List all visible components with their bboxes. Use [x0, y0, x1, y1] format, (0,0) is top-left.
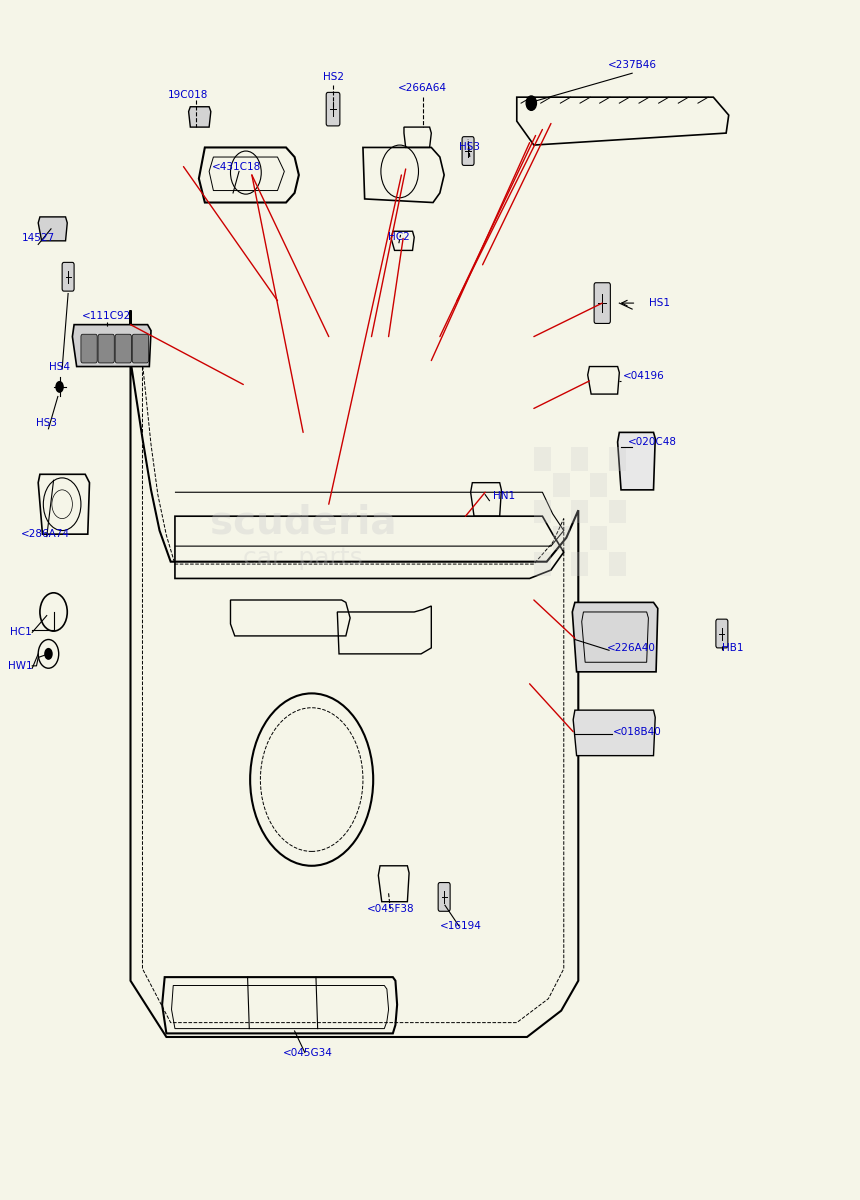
Text: 14527: 14527 [22, 234, 55, 244]
Polygon shape [72, 325, 151, 366]
FancyBboxPatch shape [716, 619, 728, 648]
Polygon shape [38, 217, 67, 241]
Text: HS3: HS3 [36, 418, 58, 428]
Bar [609, 446, 626, 470]
FancyBboxPatch shape [438, 882, 450, 911]
Text: HS3: HS3 [459, 143, 480, 152]
Bar [534, 499, 550, 523]
Circle shape [44, 648, 52, 660]
Bar [571, 552, 588, 576]
Text: <111C92: <111C92 [82, 311, 132, 322]
Bar [609, 552, 626, 576]
Bar [590, 526, 607, 550]
Text: <045F38: <045F38 [366, 904, 415, 914]
Polygon shape [188, 107, 211, 127]
Text: <237B46: <237B46 [608, 60, 657, 70]
Bar [553, 473, 569, 497]
Bar [590, 473, 607, 497]
Polygon shape [572, 602, 658, 672]
FancyBboxPatch shape [326, 92, 340, 126]
Polygon shape [617, 432, 655, 490]
Text: <04196: <04196 [623, 371, 665, 382]
FancyBboxPatch shape [62, 263, 74, 292]
Text: scuderia: scuderia [210, 503, 396, 541]
FancyBboxPatch shape [115, 335, 132, 362]
Text: HB1: HB1 [722, 643, 743, 653]
FancyBboxPatch shape [81, 335, 97, 362]
FancyBboxPatch shape [594, 283, 611, 324]
Text: <431C18: <431C18 [212, 162, 261, 172]
Text: HS4: HS4 [49, 361, 70, 372]
Bar [571, 499, 588, 523]
Bar [534, 446, 550, 470]
Circle shape [55, 380, 64, 392]
FancyBboxPatch shape [462, 137, 474, 166]
Text: car  parts: car parts [243, 546, 363, 570]
FancyBboxPatch shape [98, 335, 114, 362]
Text: HC2: HC2 [388, 233, 409, 242]
Text: 19C018: 19C018 [168, 90, 208, 100]
Polygon shape [573, 710, 655, 756]
Text: HS2: HS2 [322, 72, 343, 82]
Text: HN1: HN1 [493, 491, 515, 500]
FancyBboxPatch shape [132, 335, 149, 362]
Bar [534, 552, 550, 576]
Bar [571, 446, 588, 470]
Text: HW1: HW1 [8, 661, 32, 671]
Text: <286A74: <286A74 [21, 529, 70, 539]
Text: <226A40: <226A40 [606, 643, 655, 653]
Bar [609, 499, 626, 523]
Text: <266A64: <266A64 [398, 83, 447, 92]
Text: <045G34: <045G34 [282, 1048, 332, 1057]
Text: <018B40: <018B40 [612, 727, 661, 737]
Text: HC1: HC1 [10, 628, 32, 637]
Text: <16194: <16194 [440, 920, 482, 931]
Text: HS1: HS1 [649, 298, 670, 308]
Bar [553, 526, 569, 550]
Circle shape [526, 96, 537, 110]
Text: <020C48: <020C48 [628, 437, 677, 446]
